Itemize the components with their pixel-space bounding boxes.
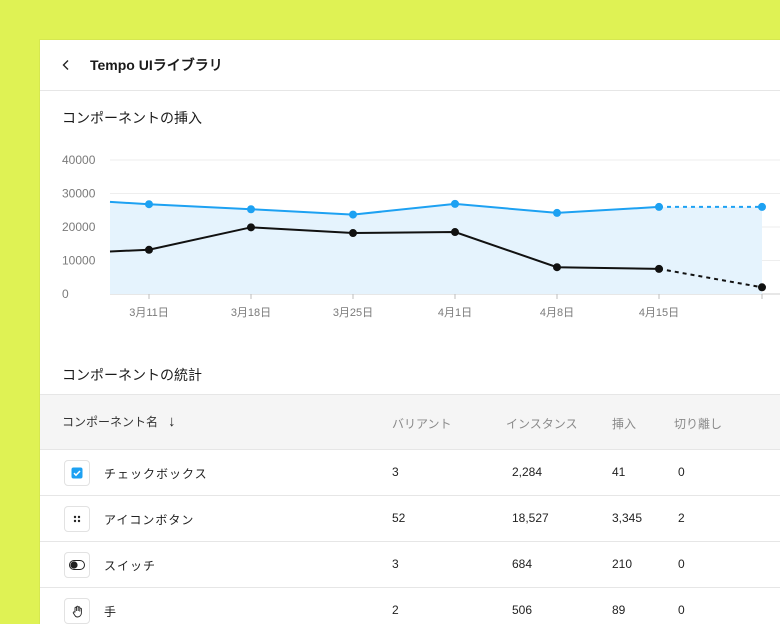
row-instances: 506	[512, 603, 533, 617]
table-row[interactable]: アイコンボタン 52 18,527 3,345 2	[40, 495, 780, 542]
toggle-icon	[64, 552, 90, 578]
stats-section-title: コンポーネントの統計	[62, 367, 202, 383]
row-variants: 52	[392, 511, 406, 525]
insertions-chart: 40000 30000 20000 10000 0 3月11日 3月18日 3月25日 4月1日…	[62, 153, 780, 319]
row-variants: 3	[392, 557, 399, 571]
y-tick-label: 30000	[62, 187, 96, 201]
row-detachments: 0	[678, 603, 685, 617]
column-header-instances[interactable]: インスタンス	[506, 417, 578, 431]
data-point	[553, 208, 561, 217]
x-tick-label: 3月11日	[129, 307, 169, 319]
data-point	[655, 202, 663, 211]
column-header-detachments[interactable]: 切り離し	[674, 417, 723, 431]
checkbox-icon	[64, 460, 90, 486]
th-name-wrap: コンポーネント名 ↓	[62, 413, 176, 430]
data-point	[145, 245, 153, 254]
data-point	[247, 205, 255, 214]
data-point	[247, 223, 255, 232]
data-point	[349, 229, 357, 238]
row-detachments: 0	[678, 465, 685, 479]
hand-icon	[64, 598, 90, 624]
table-row[interactable]: 手 2 506 89 0	[40, 587, 780, 624]
row-insertions: 89	[612, 603, 626, 617]
arrow-down-icon[interactable]: ↓	[168, 413, 176, 430]
row-name: 手	[104, 605, 118, 619]
chevron-left-icon[interactable]	[56, 55, 76, 75]
table-row[interactable]: スイッチ 3 684 210 0	[40, 541, 780, 588]
data-point	[553, 263, 561, 272]
row-instances: 2,284	[512, 465, 543, 479]
row-insertions: 3,345	[612, 511, 643, 525]
table-header: コンポーネント名 ↓ バリアント インスタンス 挿入 切り離し	[40, 394, 780, 450]
row-name: アイコンボタン	[104, 513, 195, 527]
data-point	[451, 228, 459, 237]
y-tick-label: 10000	[62, 254, 96, 268]
row-variants: 2	[392, 603, 399, 617]
x-tick-label: 4月15日	[639, 307, 679, 319]
series-area-fill	[110, 201, 762, 294]
row-detachments: 2	[678, 511, 685, 525]
page-title: Tempo UIライブラリ	[90, 57, 223, 73]
column-header-insertions[interactable]: 挿入	[612, 417, 637, 431]
row-name: スイッチ	[104, 559, 157, 573]
dots-icon	[64, 506, 90, 532]
x-tick-label: 3月18日	[231, 307, 271, 319]
row-variants: 3	[392, 465, 399, 479]
data-point	[349, 210, 357, 219]
data-point	[145, 200, 153, 209]
data-point	[758, 202, 766, 211]
x-tick-label: 3月25日	[333, 307, 373, 319]
row-insertions: 41	[612, 465, 626, 479]
series-projection-line	[658, 267, 763, 289]
x-tick-label: 4月8日	[540, 307, 574, 319]
row-insertions: 210	[612, 557, 633, 571]
y-tick-label: 20000	[62, 220, 96, 234]
row-name: チェックボックス	[104, 467, 208, 481]
row-detachments: 0	[678, 557, 685, 571]
data-point	[758, 283, 766, 292]
row-instances: 684	[512, 557, 533, 571]
data-point	[451, 199, 459, 208]
table-row[interactable]: チェックボックス 3 2,284 41 0	[40, 449, 780, 496]
column-header-name[interactable]: コンポーネント名	[62, 415, 159, 429]
column-header-variants[interactable]: バリアント	[392, 417, 452, 431]
y-tick-label: 0	[62, 287, 69, 301]
data-point	[655, 264, 663, 273]
library-panel: Tempo UIライブラリ コンポーネントの挿入 40000 30000 20000…	[40, 40, 780, 624]
y-tick-label: 40000	[62, 153, 96, 167]
x-tick-label: 4月1日	[438, 307, 472, 319]
top-bar: Tempo UIライブラリ	[40, 40, 780, 91]
chart-section-title: コンポーネントの挿入	[62, 110, 202, 126]
row-instances: 18,527	[512, 511, 549, 525]
